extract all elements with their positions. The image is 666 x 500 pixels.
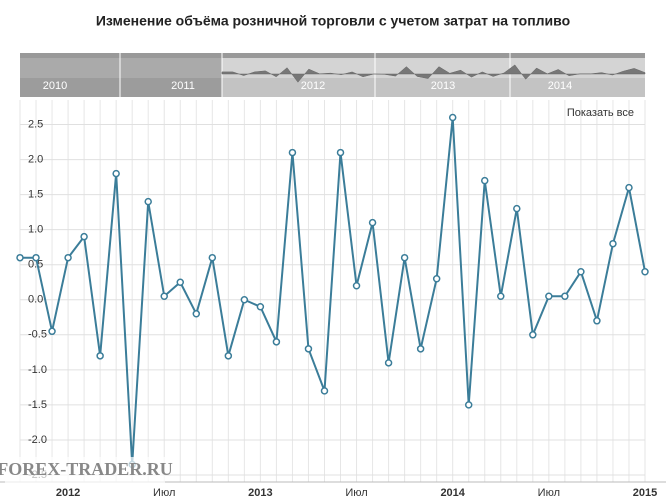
data-point — [609, 239, 617, 248]
data-point — [144, 197, 152, 206]
data-point — [16, 253, 24, 262]
data-point — [208, 253, 217, 262]
data-point — [529, 331, 537, 339]
reset-zoom-button[interactable]: Показать все — [567, 107, 634, 119]
x-tick-label: 2014 — [440, 487, 465, 499]
navigator: 2010 2011 2012 2013 2014 — [43, 53, 646, 97]
data-point — [304, 345, 313, 353]
data-point — [384, 359, 393, 367]
data-point — [272, 338, 281, 346]
y-tick-label: -2.0 — [28, 434, 47, 446]
data-point — [64, 253, 72, 262]
data-point — [112, 169, 120, 178]
data-point — [641, 267, 649, 276]
y-tick-label: 2.0 — [28, 153, 43, 165]
data-point — [480, 176, 489, 185]
navigator-label: 2013 — [431, 80, 455, 92]
plot-area: 2.52.01.51.00.50.0-0.5-1.0-1.5-2.0-2.520… — [0, 100, 666, 499]
navigator-label: 2014 — [548, 80, 572, 92]
x-tick-label: Июл — [345, 487, 367, 499]
y-tick-label: 2.5 — [28, 118, 43, 130]
y-tick-label: -1.0 — [28, 364, 47, 376]
y-tick-label: -0.5 — [28, 329, 47, 341]
data-point — [96, 352, 104, 360]
data-point — [416, 345, 425, 353]
data-point — [352, 281, 361, 290]
data-point — [368, 218, 377, 227]
data-point — [448, 113, 457, 122]
data-point — [80, 232, 88, 241]
y-tick-label: 1.5 — [28, 189, 43, 201]
data-point — [320, 387, 329, 395]
data-point — [593, 317, 601, 325]
data-point — [513, 204, 521, 213]
series-line — [20, 117, 646, 465]
data-point — [192, 310, 201, 318]
watermark: FOREX-TRADER.RU — [0, 459, 173, 479]
data-point — [240, 296, 249, 304]
data-point — [160, 292, 168, 301]
data-point — [432, 274, 441, 283]
x-tick-label: Июл — [153, 487, 175, 499]
data-point — [256, 303, 265, 311]
navigator-label: 2012 — [301, 80, 325, 92]
y-tick-label: 0.0 — [28, 294, 43, 306]
x-tick-label: 2012 — [56, 487, 80, 499]
navigator-label-band — [20, 78, 645, 97]
chart-title: Изменение объёма розничной торговли с уч… — [96, 13, 570, 29]
data-point — [497, 292, 505, 301]
x-tick-label: 2015 — [633, 487, 657, 499]
x-tick-label: 2013 — [248, 487, 272, 499]
navigator-series — [221, 64, 646, 83]
data-point — [400, 253, 409, 262]
data-point — [625, 183, 633, 192]
data-point — [32, 253, 40, 262]
navigator-outside — [20, 53, 222, 97]
data-point — [464, 401, 473, 409]
data-point — [577, 267, 585, 276]
y-tick-label: -1.5 — [28, 399, 47, 411]
data-point — [224, 352, 233, 360]
watermark-bg — [5, 457, 165, 483]
y-tick-label: 1.0 — [28, 224, 43, 236]
data-point — [176, 278, 185, 286]
data-point — [336, 148, 345, 157]
x-tick-label: Июл — [538, 487, 560, 499]
data-point — [48, 327, 56, 336]
navigator-label: 2011 — [171, 80, 195, 92]
navigator-label: 2010 — [43, 80, 67, 92]
data-point — [561, 292, 569, 301]
navigator-top — [20, 53, 645, 58]
data-point — [288, 148, 297, 157]
data-point — [545, 292, 553, 301]
y-tick-label: 0.5 — [28, 259, 43, 271]
